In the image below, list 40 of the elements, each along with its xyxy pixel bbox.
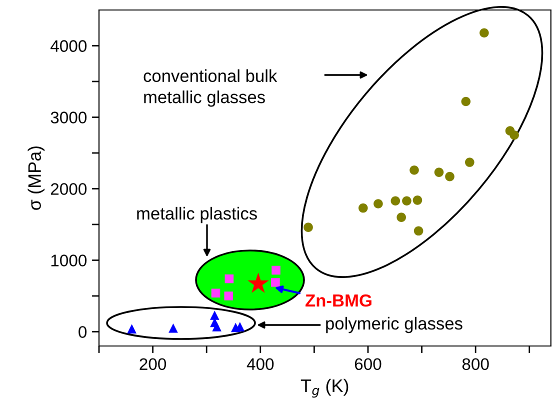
y-tick-label: 1000 bbox=[51, 254, 87, 266]
y-tick-label: 4000 bbox=[50, 40, 87, 52]
point bbox=[224, 292, 234, 300]
point bbox=[461, 96, 471, 106]
point bbox=[390, 196, 400, 206]
point bbox=[210, 310, 220, 320]
point bbox=[304, 222, 313, 232]
point bbox=[465, 158, 474, 167]
point bbox=[358, 203, 368, 213]
x-axis-title: T$_{g}$ (K) bbox=[300, 378, 348, 398]
y-tick-label: 0 bbox=[78, 326, 87, 338]
y-tick-label: 3000 bbox=[50, 112, 87, 124]
point bbox=[510, 130, 519, 140]
point bbox=[211, 288, 220, 298]
point bbox=[272, 266, 280, 275]
annotation: conventional bulk metallic glasses bbox=[144, 69, 278, 107]
x-tick-label: 600 bbox=[354, 358, 382, 370]
point bbox=[224, 274, 234, 284]
annotation: metallic plastics bbox=[137, 206, 257, 224]
point bbox=[445, 172, 454, 182]
x-tick-label: 200 bbox=[140, 358, 166, 370]
y-tick-label: 2000 bbox=[50, 183, 87, 195]
point bbox=[248, 272, 269, 293]
point bbox=[480, 28, 489, 38]
y-axis-title: σ (MPa) bbox=[28, 146, 45, 210]
point bbox=[127, 324, 136, 334]
point bbox=[412, 196, 422, 205]
point bbox=[434, 168, 444, 177]
point bbox=[414, 226, 424, 236]
x-tick-label: 800 bbox=[462, 358, 489, 370]
point bbox=[396, 212, 406, 222]
point bbox=[168, 323, 178, 333]
annotation: polymeric glasses bbox=[326, 316, 462, 334]
point bbox=[212, 322, 222, 332]
point bbox=[271, 278, 280, 287]
point bbox=[402, 196, 412, 206]
x-tick-label: 400 bbox=[246, 358, 274, 370]
point bbox=[374, 199, 383, 208]
annotation: Zn-BMG bbox=[306, 294, 372, 307]
point bbox=[410, 165, 419, 175]
